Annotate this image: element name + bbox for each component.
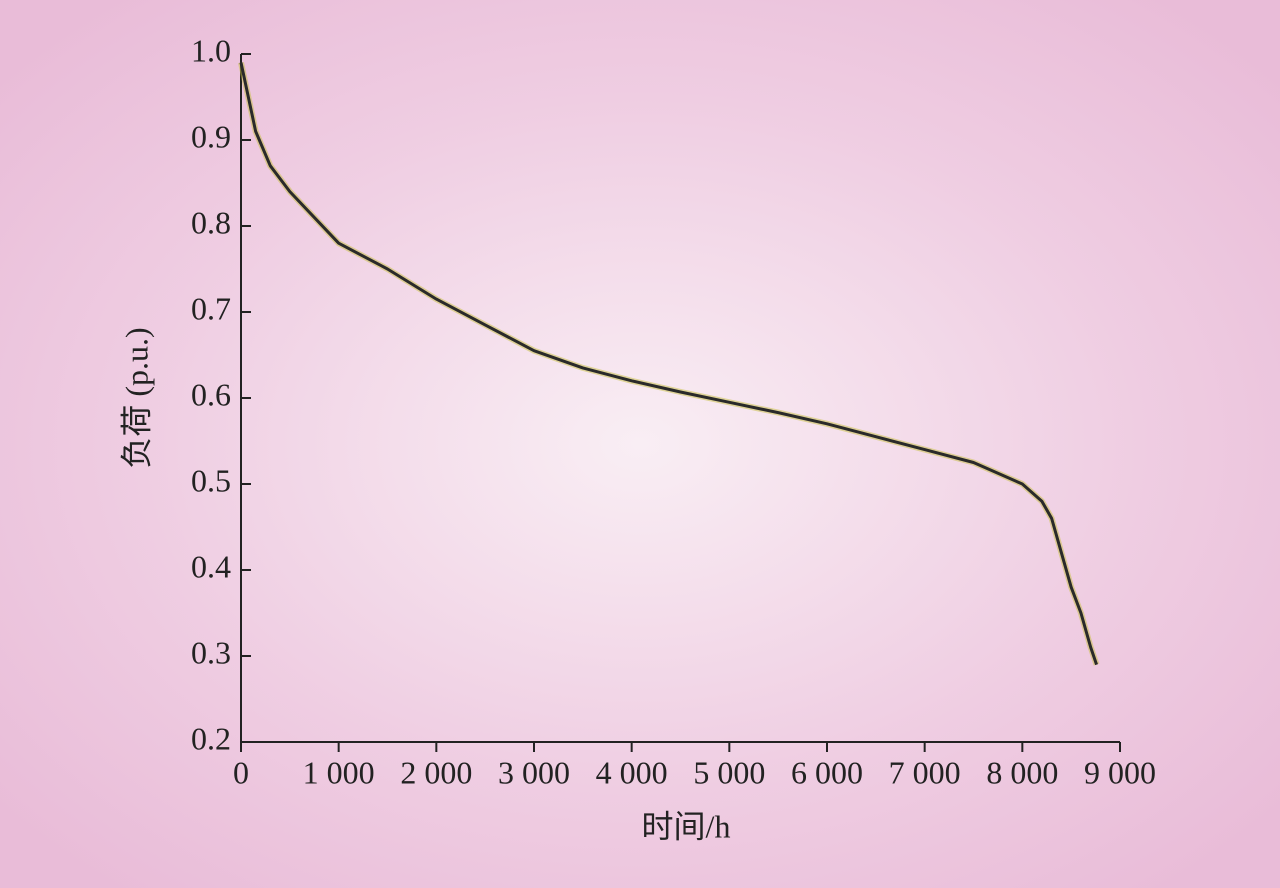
- x-tick-label: 9 000: [1084, 754, 1156, 790]
- x-tick-label: 0: [233, 754, 249, 790]
- x-tick-label: 8 000: [986, 754, 1058, 790]
- y-axis-label: 负荷 (p.u.): [118, 327, 154, 468]
- y-tick-label: 0.9: [191, 118, 231, 154]
- y-tick-label: 0.6: [191, 376, 231, 412]
- x-tick-label: 1 000: [303, 754, 375, 790]
- x-tick-label: 3 000: [498, 754, 570, 790]
- line: [239, 62, 1098, 666]
- y-tick-label: 0.3: [191, 634, 231, 670]
- x-tick-label: 2 000: [400, 754, 472, 790]
- x-tick-label: 4 000: [596, 754, 668, 790]
- x-tick-label: 5 000: [693, 754, 765, 790]
- x-tick-label: 6 000: [791, 754, 863, 790]
- y-tick-label: 0.7: [191, 290, 231, 326]
- y-tick-label: 0.2: [191, 720, 231, 756]
- y-tick-label: 0.8: [191, 204, 231, 240]
- y-tick-label: 0.4: [191, 548, 231, 584]
- x-axis-label: 时间/h: [642, 808, 731, 844]
- y-tick-label: 1.0: [191, 32, 231, 68]
- y-tick-label: 0.5: [191, 462, 231, 498]
- x-tick-label: 7 000: [889, 754, 961, 790]
